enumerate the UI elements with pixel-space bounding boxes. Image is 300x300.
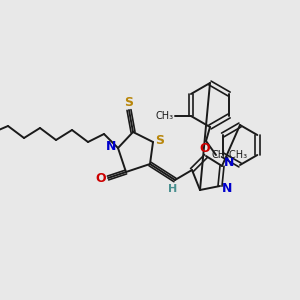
- Text: H: H: [168, 184, 178, 194]
- Text: CH₂CH₃: CH₂CH₃: [212, 150, 248, 160]
- Text: CH₃: CH₃: [156, 111, 174, 121]
- Text: N: N: [106, 140, 116, 152]
- Text: S: S: [155, 134, 164, 146]
- Text: N: N: [224, 157, 234, 169]
- Text: O: O: [96, 172, 106, 184]
- Text: O: O: [200, 142, 210, 154]
- Text: S: S: [124, 95, 134, 109]
- Text: N: N: [222, 182, 232, 194]
